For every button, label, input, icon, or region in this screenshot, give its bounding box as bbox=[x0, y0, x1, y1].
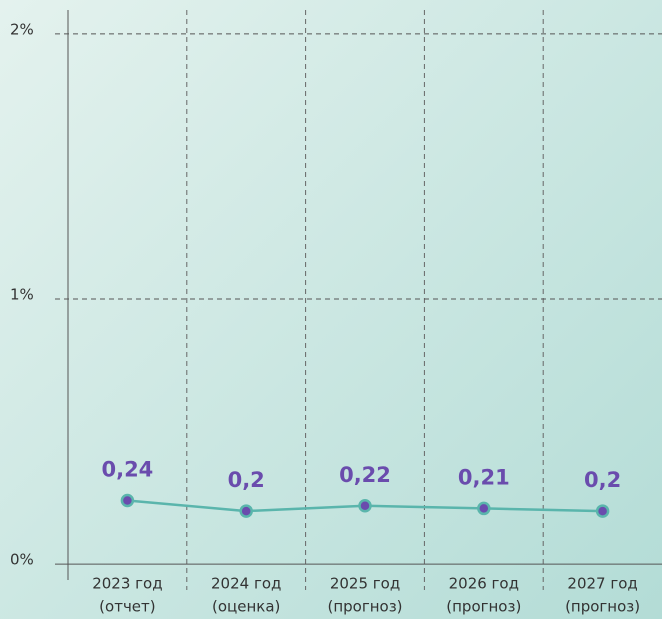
y-tick-label: 2% bbox=[10, 20, 34, 38]
value-label: 0,21 bbox=[458, 465, 510, 489]
x-tick-label: (отчет) bbox=[99, 598, 155, 616]
value-label: 0,2 bbox=[584, 468, 621, 492]
x-tick-label: 2025 год bbox=[330, 575, 400, 593]
y-tick-label: 1% bbox=[10, 285, 34, 303]
y-tick-label: 0% bbox=[10, 551, 34, 569]
marker bbox=[477, 501, 491, 516]
value-label: 0,24 bbox=[101, 457, 153, 481]
marker bbox=[358, 499, 372, 513]
marker bbox=[595, 504, 610, 518]
x-tick-label: (прогноз) bbox=[327, 598, 402, 616]
marker bbox=[239, 504, 253, 518]
x-tick-label: (прогноз) bbox=[446, 598, 521, 616]
marker bbox=[120, 493, 135, 508]
x-tick-label: (оценка) bbox=[212, 598, 280, 616]
x-tick-label: 2027 год bbox=[567, 575, 637, 593]
value-label: 0,22 bbox=[339, 463, 391, 487]
x-tick-label: 2024 год bbox=[211, 575, 281, 593]
x-tick-label: 2023 год bbox=[92, 575, 162, 593]
value-label: 0,2 bbox=[228, 468, 265, 492]
x-tick-label: (прогноз) bbox=[565, 598, 640, 616]
x-tick-label: 2026 год bbox=[449, 575, 519, 593]
